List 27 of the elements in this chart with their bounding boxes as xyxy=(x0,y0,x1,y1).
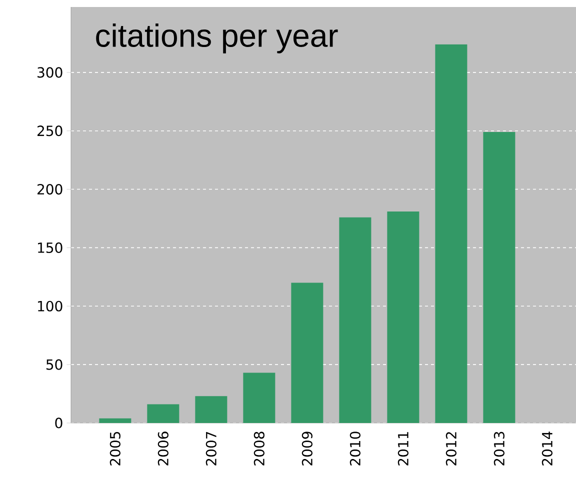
x-tick-label: 2008 xyxy=(254,432,264,466)
bar xyxy=(387,211,420,423)
y-tick-label: 200 xyxy=(38,184,62,195)
y-tick-label: 100 xyxy=(38,300,62,312)
bar xyxy=(147,404,180,423)
bar xyxy=(291,282,324,423)
bar xyxy=(243,372,276,423)
bar xyxy=(99,418,132,423)
x-tick-label: 2009 xyxy=(302,432,312,466)
y-tick-label: 150 xyxy=(38,242,62,254)
bar xyxy=(483,132,516,423)
bar xyxy=(435,44,468,423)
x-tick-label: 2012 xyxy=(446,432,456,466)
y-tick-label: 50 xyxy=(46,359,62,370)
x-tick-label: 2011 xyxy=(398,432,408,466)
bar xyxy=(195,396,228,423)
x-tick-label: 2007 xyxy=(206,432,216,466)
y-tick-label: 0 xyxy=(55,418,62,428)
x-tick-label: 2010 xyxy=(350,432,360,466)
x-tick-label: 2013 xyxy=(494,432,504,466)
y-tick-label: 250 xyxy=(38,126,62,136)
x-tick-label: 2006 xyxy=(158,432,168,466)
chart-title: citations per year xyxy=(96,24,338,54)
x-tick-label: 2014 xyxy=(542,432,552,466)
y-tick-label: 300 xyxy=(38,67,62,78)
x-tick-label: 2005 xyxy=(110,432,120,466)
bar xyxy=(339,217,372,423)
